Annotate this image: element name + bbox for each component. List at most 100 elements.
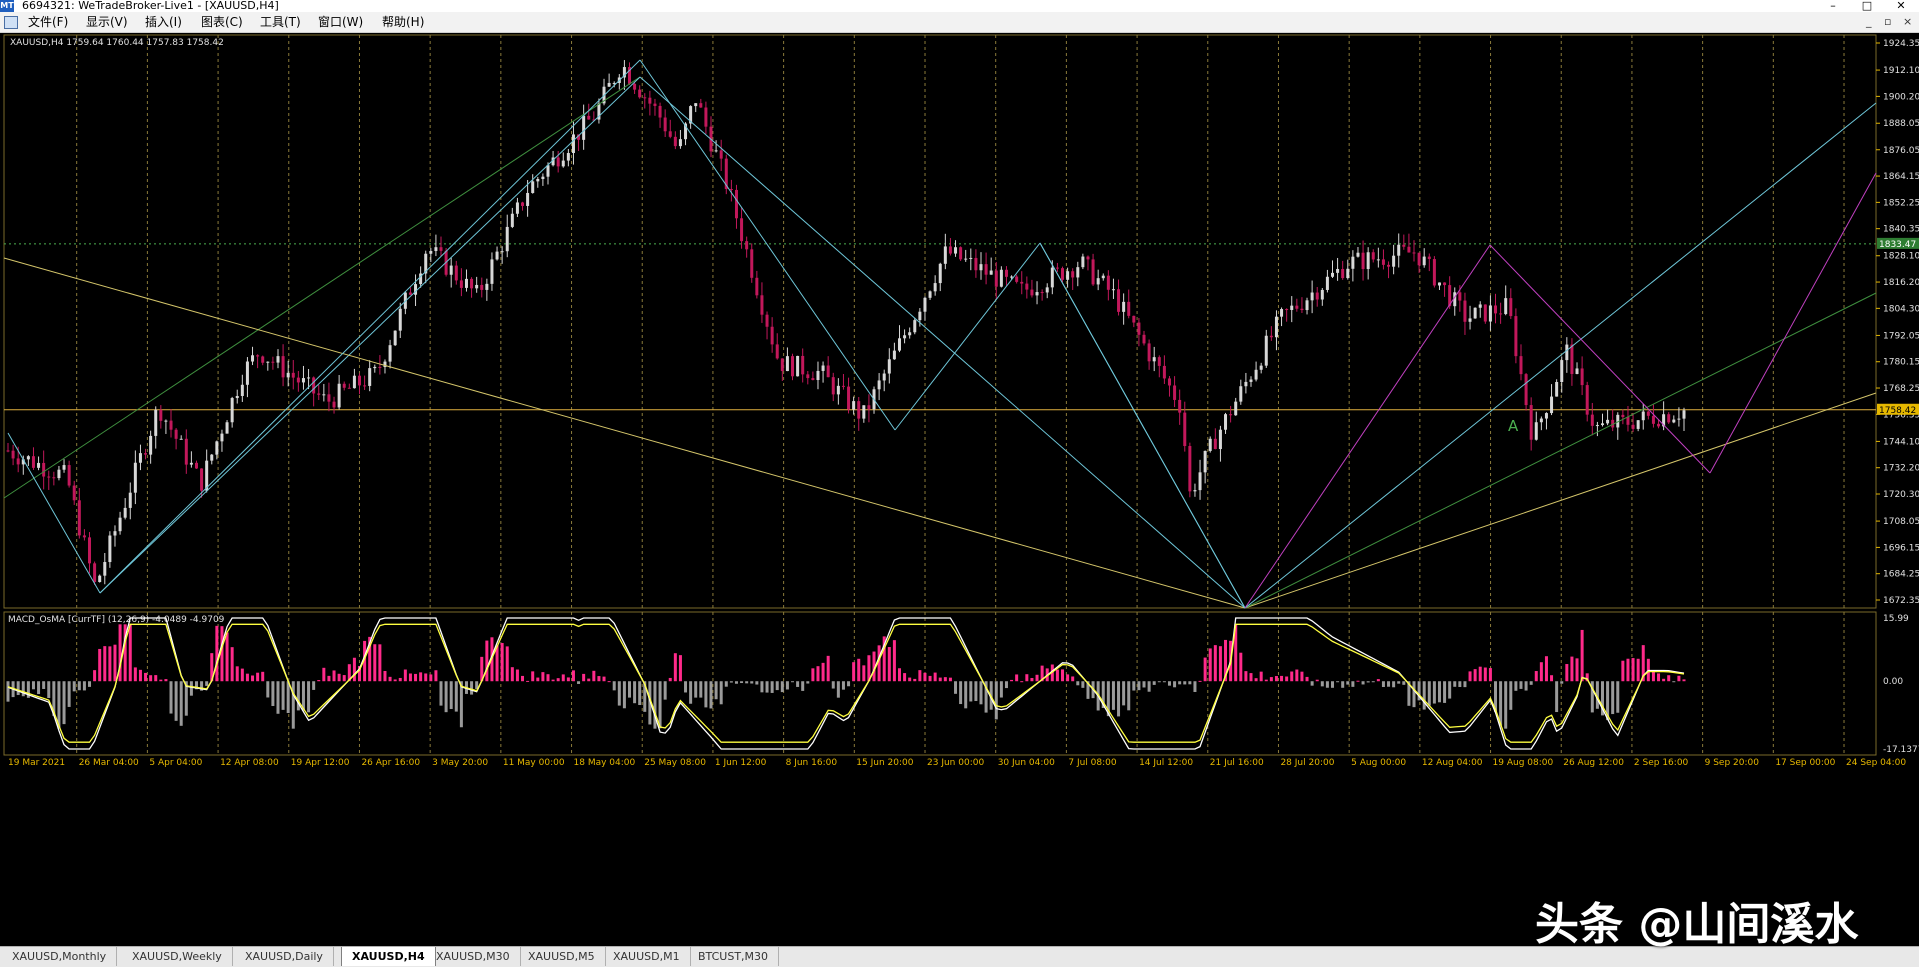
candle-body: [668, 131, 672, 137]
macd-histogram-bar: [256, 672, 260, 682]
candle-body: [1106, 275, 1110, 290]
menu-window[interactable]: 窗口(W): [318, 15, 364, 29]
macd-histogram-bar: [1427, 681, 1431, 706]
candle-body: [597, 103, 601, 120]
macd-histogram-bar: [1417, 681, 1421, 701]
candle-body: [1504, 298, 1508, 315]
chart-tab[interactable]: XAUUSD,Weekly: [122, 947, 233, 966]
chart-tab[interactable]: XAUUSD,Daily: [235, 947, 334, 966]
candle-body: [1636, 420, 1640, 429]
chart-tab[interactable]: XAUUSD,M30: [426, 947, 521, 966]
candle-body: [1606, 419, 1610, 424]
candle-body: [1234, 401, 1238, 416]
candle-body: [57, 469, 61, 479]
candle-body: [1244, 381, 1248, 387]
minimize-button[interactable]: –: [1830, 0, 1836, 12]
candle-body: [515, 202, 519, 214]
chart-tab[interactable]: BTCUST,M30: [688, 947, 780, 966]
candle-body: [454, 265, 458, 281]
candle-body: [1509, 298, 1513, 317]
chart-tab[interactable]: XAUUSD,Monthly: [2, 947, 118, 966]
main-chart-frame: [3, 34, 1877, 609]
menu-charts[interactable]: 图表(C): [201, 15, 243, 29]
macd-histogram-bar: [342, 675, 346, 682]
candle-body: [1198, 472, 1202, 491]
macd-histogram-bar: [841, 681, 845, 690]
macd-histogram-bar: [154, 675, 158, 682]
price-tick-label: 1684.25: [1883, 570, 1919, 580]
macd-histogram-bar: [948, 677, 952, 682]
menu-insert[interactable]: 插入(I): [145, 15, 182, 29]
macd-histogram-bar: [1595, 681, 1599, 709]
fan-line: [1244, 102, 1877, 609]
time-tick-label: 5 Apr 04:00: [149, 758, 202, 768]
candle-body: [378, 366, 382, 368]
macd-histogram-bar: [785, 681, 789, 690]
time-tick-label: 26 Apr 16:00: [361, 758, 420, 768]
menu-help[interactable]: 帮助(H): [382, 15, 425, 29]
mdi-close-button[interactable]: ×: [1903, 15, 1913, 28]
time-tick-label: 1 Jun 12:00: [715, 758, 767, 768]
macd-histogram-bar: [959, 681, 963, 705]
menu-view[interactable]: 显示(V): [86, 15, 128, 29]
macd-histogram-bar: [403, 669, 407, 682]
candle-body: [1193, 490, 1197, 492]
macd-histogram-bar: [337, 673, 341, 682]
price-chart[interactable]: 19 Mar 2021 26 Mar 04:00 5 Apr 04:00 12 Apr…: [0, 33, 1919, 946]
menu-tools[interactable]: 工具(T): [260, 15, 301, 29]
chart-window[interactable]: 19 Mar 2021 26 Mar 04:00 5 Apr 04:00 12 Apr…: [0, 33, 1919, 946]
macd-histogram-bar: [1387, 681, 1391, 687]
macd-histogram-bar: [449, 681, 453, 709]
chart-tab[interactable]: XAUUSD,M1: [603, 947, 691, 966]
candle-body: [1356, 252, 1360, 257]
candle-body: [755, 277, 759, 296]
candle-body: [913, 320, 917, 333]
candle-body: [959, 247, 963, 260]
candle-body: [1096, 278, 1100, 285]
candle-body: [541, 176, 545, 179]
macd-histogram-bar: [877, 645, 881, 682]
menu-file[interactable]: 文件(F): [28, 15, 69, 29]
candle-body: [26, 456, 30, 460]
chart-document-icon[interactable]: [4, 16, 18, 29]
mdi-restore-button[interactable]: ▫: [1884, 15, 1892, 28]
candle-body: [1218, 429, 1222, 450]
candle-body: [1137, 322, 1141, 335]
macd-histogram-bar: [556, 678, 560, 682]
maximize-button[interactable]: □: [1861, 0, 1873, 12]
chart-tab[interactable]: XAUUSD,H4: [341, 947, 436, 966]
macd-histogram-bar: [67, 681, 71, 707]
price-tick-label: 1720.30: [1883, 490, 1919, 500]
macd-main-line: [7, 617, 1685, 750]
candle-body: [847, 386, 851, 410]
macd-histogram-bar: [954, 681, 958, 694]
macd-histogram-bar: [622, 681, 626, 709]
close-button[interactable]: ✕: [1896, 0, 1906, 12]
macd-histogram-bar: [1254, 678, 1258, 682]
candle-body: [1550, 396, 1554, 414]
macd-histogram-bar: [408, 673, 412, 682]
chart-tab[interactable]: XAUUSD,M5: [518, 947, 606, 966]
macd-histogram-bar: [1071, 676, 1075, 682]
candle-body: [88, 537, 92, 564]
candle-body: [1127, 301, 1131, 316]
candle-body: [1580, 368, 1584, 386]
macd-histogram-bar: [1626, 658, 1630, 682]
candle-body: [1341, 268, 1345, 279]
candle-body: [449, 265, 453, 275]
candle-body: [745, 241, 749, 250]
candle-body: [999, 269, 1003, 287]
macd-histogram-bar: [1514, 681, 1518, 691]
candle-body: [612, 82, 616, 84]
price-tick-label: 1672.35: [1883, 596, 1919, 606]
mdi-minimize-button[interactable]: _: [1866, 15, 1872, 28]
candle-body: [16, 458, 20, 465]
macd-histogram-bar: [1534, 671, 1538, 682]
macd-histogram-bar: [1443, 681, 1447, 703]
candle-body: [964, 258, 968, 260]
candle-body: [638, 89, 642, 98]
candle-body: [368, 368, 372, 386]
candle-body: [475, 284, 479, 289]
candle-body: [1015, 276, 1019, 282]
macd-histogram-bar: [816, 666, 820, 682]
